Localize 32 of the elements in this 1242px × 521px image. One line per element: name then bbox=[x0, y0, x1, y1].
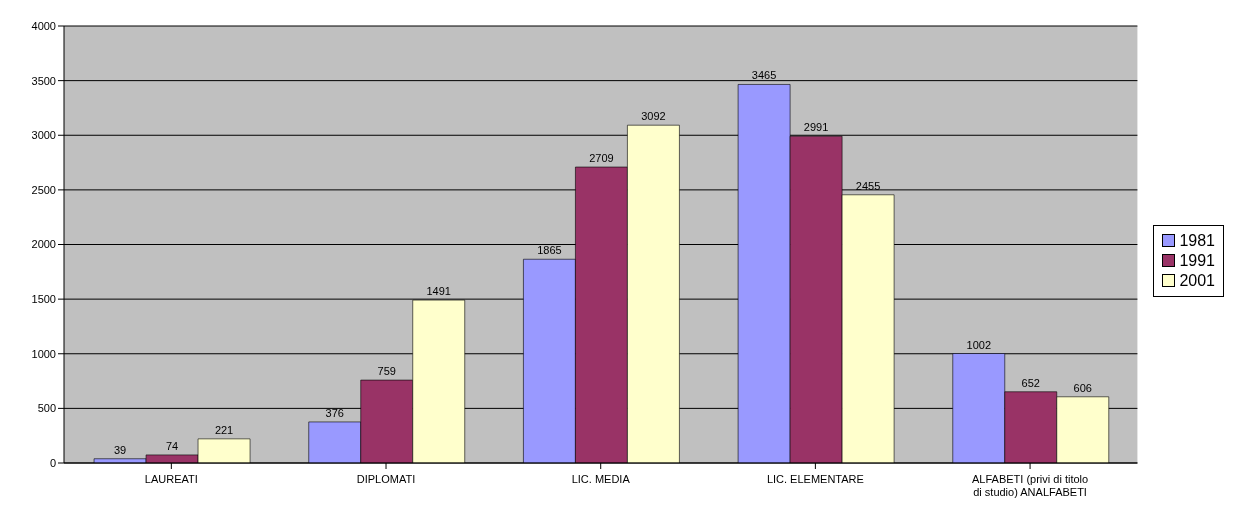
data-label: 74 bbox=[165, 439, 179, 452]
y-tick-label: 1000 bbox=[31, 347, 56, 360]
data-label: 606 bbox=[1073, 381, 1092, 394]
data-label: 2991 bbox=[803, 121, 829, 134]
data-label: 1865 bbox=[537, 244, 562, 257]
y-tick-label: 2500 bbox=[31, 183, 56, 196]
y-tick-label: 1500 bbox=[31, 293, 56, 306]
data-label: 652 bbox=[1021, 376, 1040, 389]
x-tick-label: ALFABETI (privi di titolo di studio) ANALFABETI bbox=[971, 473, 1089, 498]
data-label: 759 bbox=[377, 365, 396, 378]
y-tick-label: 3500 bbox=[31, 74, 56, 87]
y-tick-label: 500 bbox=[37, 402, 56, 415]
data-label: 1491 bbox=[426, 285, 451, 298]
data-label: 39 bbox=[113, 443, 127, 456]
y-tick-label: 3000 bbox=[31, 129, 56, 142]
x-tick-label: LIC. MEDIA bbox=[571, 473, 631, 485]
data-label: 221 bbox=[214, 423, 234, 436]
x-tick-label: LIC. ELEMENTARE bbox=[766, 473, 864, 485]
y-tick-label: 2000 bbox=[31, 238, 56, 251]
legend-label: 2001 bbox=[1179, 271, 1215, 290]
data-label: 3465 bbox=[751, 69, 777, 82]
data-label: 376 bbox=[325, 406, 344, 419]
x-tick-label: DIPLOMATI bbox=[356, 473, 416, 485]
data-label: 3092 bbox=[641, 110, 666, 123]
legend-label: 1981 bbox=[1179, 231, 1215, 250]
y-tick-label: 0 bbox=[49, 456, 56, 469]
x-tick-label: LAUREATI bbox=[144, 473, 198, 485]
data-label: 2709 bbox=[589, 152, 614, 165]
data-label: 1002 bbox=[966, 338, 992, 351]
data-label: 2455 bbox=[855, 179, 881, 192]
legend-label: 1991 bbox=[1179, 251, 1215, 270]
y-tick-label: 4000 bbox=[31, 19, 56, 32]
